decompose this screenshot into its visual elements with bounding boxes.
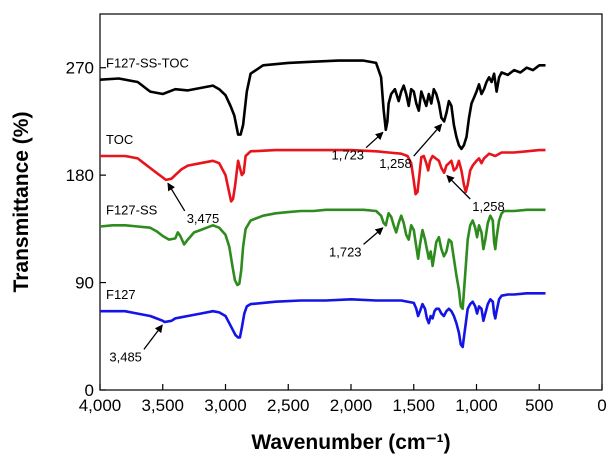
annotation-arrow bbox=[143, 324, 163, 350]
annotation-arrow bbox=[363, 227, 384, 245]
y-axis-title: Transmittance (%) bbox=[10, 112, 33, 293]
annotations: 1,723 1,258 3,475 1,258 1,723 3,485 bbox=[109, 123, 505, 364]
x-tick-label: 2,500 bbox=[267, 396, 310, 415]
x-tick-label: 500 bbox=[525, 396, 553, 415]
x-axis-ticks: 4,000 3,500 3,000 2,500 2,000 1,500 1,000 500 0 bbox=[79, 384, 607, 415]
annotation-label: 3,485 bbox=[109, 349, 142, 364]
series-line-toc bbox=[100, 148, 546, 203]
y-tick-label: 90 bbox=[75, 274, 94, 293]
x-tick-label: 3,500 bbox=[141, 396, 184, 415]
x-tick-label: 1,500 bbox=[392, 396, 435, 415]
annotation-label: 1,258 bbox=[379, 156, 412, 171]
annotation-arrow bbox=[365, 131, 384, 149]
series-label-f127-ss-toc: F127-SS-TOC bbox=[106, 56, 189, 71]
series-line-f127-ss-toc bbox=[99, 59, 546, 151]
series-label-toc: TOC bbox=[106, 132, 133, 147]
series-line-f127-ss bbox=[99, 208, 546, 311]
y-tick-label: 180 bbox=[66, 166, 94, 185]
series-labels: F127-SS-TOC TOC F127-SS F127 bbox=[106, 56, 189, 303]
annotation-label: 1,723 bbox=[332, 148, 365, 163]
series-label-f127-ss: F127-SS bbox=[106, 202, 158, 217]
x-tick-label: 1,000 bbox=[455, 396, 498, 415]
annotation-label: 1,723 bbox=[329, 244, 362, 259]
annotation-label: 3,475 bbox=[187, 211, 220, 226]
x-tick-label: 2,000 bbox=[330, 396, 373, 415]
annotation-arrow bbox=[167, 182, 186, 212]
series-line-f127 bbox=[100, 292, 546, 349]
x-axis-title: Wavenumber (cm⁻¹) bbox=[251, 431, 450, 454]
x-tick-label: 0 bbox=[597, 396, 606, 415]
y-tick-label: 270 bbox=[66, 59, 94, 78]
annotation-arrow bbox=[413, 123, 443, 157]
x-tick-label: 4,000 bbox=[79, 396, 122, 415]
annotation-label: 1,258 bbox=[472, 199, 505, 214]
series-layer bbox=[99, 59, 546, 349]
y-axis-ticks: 0 90 180 270 bbox=[66, 59, 106, 400]
annotation-arrow bbox=[446, 174, 471, 200]
series-label-f127: F127 bbox=[106, 287, 136, 302]
y-tick-label: 0 bbox=[85, 381, 94, 400]
x-tick-label: 3,000 bbox=[204, 396, 247, 415]
